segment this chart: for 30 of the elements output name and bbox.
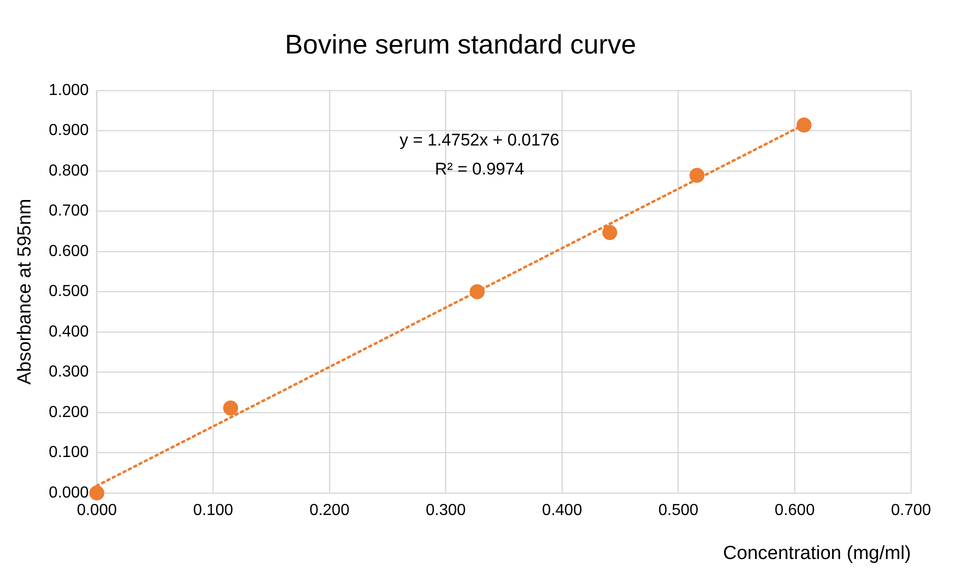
x-tick-label: 0.300 bbox=[426, 502, 466, 520]
x-tick-label: 0.700 bbox=[890, 502, 932, 520]
point bbox=[223, 400, 238, 416]
x-axis-title: Concentration (mg/ml) bbox=[723, 542, 911, 564]
y-tick-label: 0.700 bbox=[48, 202, 89, 220]
y-tick-label: 0.000 bbox=[48, 484, 89, 502]
x-tick-label: 0.200 bbox=[309, 502, 350, 520]
annotation: R² = 0.9974 bbox=[434, 159, 524, 178]
x-tick-label: 0.100 bbox=[193, 502, 234, 520]
point bbox=[89, 486, 104, 500]
x-tick-label: 0.500 bbox=[658, 502, 698, 520]
point bbox=[689, 168, 704, 183]
point bbox=[470, 284, 485, 300]
y-tick-label: 1.000 bbox=[48, 82, 89, 99]
y-axis-title: Absorbance at 595nm bbox=[14, 198, 36, 385]
x-tick-label: 0.000 bbox=[76, 502, 117, 520]
y-tick-label: 0.900 bbox=[48, 122, 89, 140]
y-tick-label: 0.600 bbox=[48, 242, 89, 260]
x-tick-label: 0.600 bbox=[774, 502, 815, 520]
point bbox=[796, 118, 812, 133]
chart-title: Bovine serum standard curve bbox=[284, 30, 636, 60]
point bbox=[602, 225, 618, 240]
y-tick-label: 0.100 bbox=[48, 444, 89, 462]
annotation: y = 1.4752x + 0.0176 bbox=[400, 130, 560, 150]
y-tick-label: 0.500 bbox=[48, 283, 89, 300]
y-tick-label: 0.300 bbox=[48, 364, 89, 381]
y-tick-label: 0.200 bbox=[48, 404, 89, 421]
x-tick-label: 0.400 bbox=[542, 502, 582, 520]
y-tick-label: 0.800 bbox=[48, 162, 89, 180]
y-tick-label: 0.400 bbox=[48, 323, 89, 340]
